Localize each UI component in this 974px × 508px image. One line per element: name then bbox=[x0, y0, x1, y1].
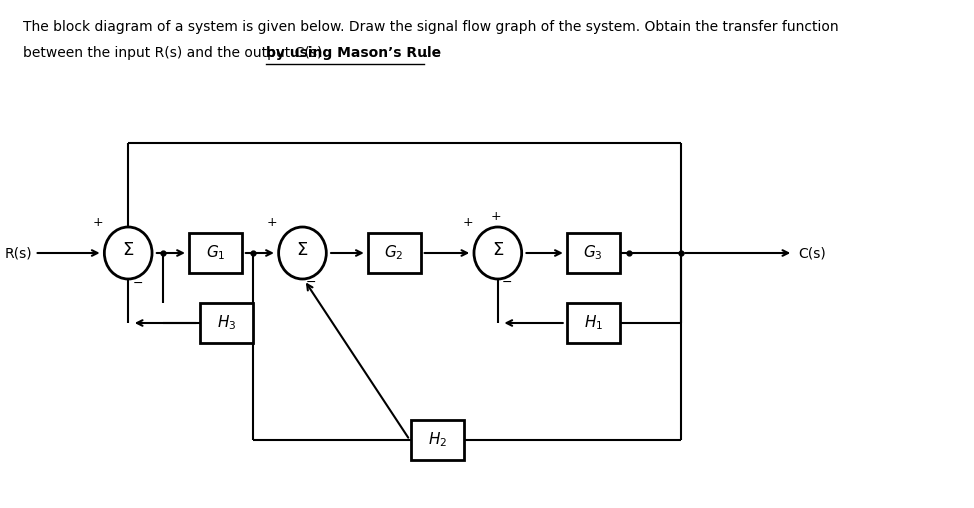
Text: C(s): C(s) bbox=[798, 246, 826, 260]
Bar bbox=[189, 233, 242, 273]
Text: −: − bbox=[132, 277, 143, 290]
Circle shape bbox=[474, 227, 522, 279]
Text: $\Sigma$: $\Sigma$ bbox=[122, 241, 134, 259]
Text: .: . bbox=[424, 46, 428, 60]
Bar bbox=[567, 233, 619, 273]
Bar bbox=[567, 303, 619, 343]
Text: $H_3$: $H_3$ bbox=[216, 313, 236, 332]
Text: $G_1$: $G_1$ bbox=[206, 244, 225, 262]
Text: $G_3$: $G_3$ bbox=[583, 244, 603, 262]
Text: +: + bbox=[463, 216, 473, 229]
Bar bbox=[411, 420, 464, 460]
Text: +: + bbox=[491, 210, 502, 223]
Bar bbox=[200, 303, 253, 343]
Text: by using Mason’s Rule: by using Mason’s Rule bbox=[266, 46, 441, 60]
Text: The block diagram of a system is given below. Draw the signal flow graph of the : The block diagram of a system is given b… bbox=[22, 20, 839, 34]
Text: R(s): R(s) bbox=[4, 246, 32, 260]
Text: between the input R(s) and the output C(s): between the input R(s) and the output C(… bbox=[22, 46, 326, 60]
Text: −: − bbox=[502, 276, 512, 289]
Text: $H_1$: $H_1$ bbox=[583, 313, 603, 332]
Text: $\Sigma$: $\Sigma$ bbox=[296, 241, 309, 259]
Text: $G_2$: $G_2$ bbox=[385, 244, 404, 262]
Text: $\Sigma$: $\Sigma$ bbox=[492, 241, 504, 259]
Bar bbox=[367, 233, 421, 273]
Text: $H_2$: $H_2$ bbox=[428, 431, 447, 450]
Circle shape bbox=[104, 227, 152, 279]
Text: +: + bbox=[267, 216, 278, 229]
Text: −: − bbox=[306, 276, 317, 289]
Text: +: + bbox=[93, 216, 103, 229]
Circle shape bbox=[279, 227, 326, 279]
